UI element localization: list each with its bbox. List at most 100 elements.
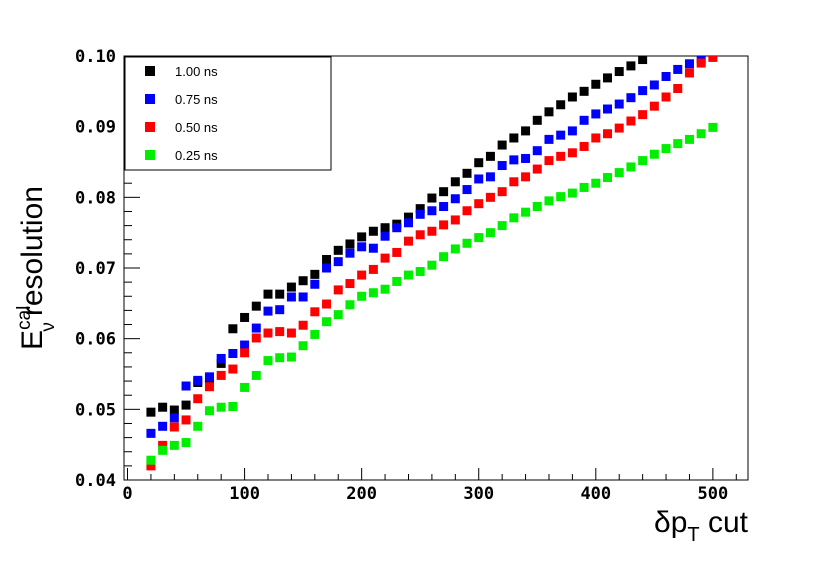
data-point [521, 207, 531, 217]
data-point [427, 260, 437, 270]
data-point [403, 212, 413, 222]
data-point [240, 312, 250, 322]
data-point [544, 156, 554, 166]
data-point [193, 394, 203, 404]
data-point [322, 263, 332, 273]
data-point [485, 151, 495, 161]
x-axis-title-main: δp [654, 506, 687, 539]
data-point [485, 228, 495, 238]
data-point [521, 172, 531, 182]
data-point [509, 213, 519, 223]
data-point [638, 56, 648, 65]
data-point [591, 79, 601, 89]
data-point [591, 109, 601, 119]
data-point [684, 134, 694, 144]
x-tick-label: 400 [580, 484, 611, 504]
data-point [567, 126, 577, 136]
data-point [228, 364, 238, 374]
data-point [626, 93, 636, 103]
data-point [649, 149, 659, 159]
data-point [474, 199, 484, 209]
data-point [380, 253, 390, 263]
x-tick-label: 100 [229, 484, 260, 504]
data-point [638, 156, 648, 166]
data-point [485, 172, 495, 182]
data-point [158, 445, 168, 455]
data-point [310, 329, 320, 339]
y-tick-label: 0.08 [75, 188, 116, 208]
data-point [216, 353, 226, 363]
data-point [579, 141, 589, 151]
data-point [322, 317, 332, 327]
data-point [603, 129, 613, 139]
legend-label: 0.50 ns [175, 120, 218, 135]
x-tick-label: 500 [698, 484, 729, 504]
data-point [544, 107, 554, 117]
data-point [181, 415, 191, 425]
data-point [169, 405, 179, 415]
data-point [158, 421, 168, 431]
data-point [403, 218, 413, 228]
data-point [556, 192, 566, 202]
data-point [626, 116, 636, 126]
data-point [345, 300, 355, 310]
data-point [204, 406, 214, 416]
y-tick-label: 0.06 [75, 330, 116, 350]
data-point [462, 185, 472, 195]
y-tick-label: 0.04 [75, 471, 116, 491]
data-point [333, 310, 343, 320]
data-point [439, 252, 449, 262]
data-point [298, 292, 308, 302]
data-point [357, 242, 367, 252]
x-axis-title-subscript: T [687, 524, 699, 546]
data-point [228, 402, 238, 412]
data-point [497, 161, 507, 171]
data-point [427, 193, 437, 203]
data-point [380, 223, 390, 233]
data-point [310, 269, 320, 279]
data-point [263, 306, 273, 316]
data-point [204, 372, 214, 382]
data-point [345, 248, 355, 258]
data-point [603, 73, 613, 83]
series-0-50-ns [146, 56, 718, 471]
data-point [322, 299, 332, 309]
data-point [626, 61, 636, 71]
data-point [251, 323, 261, 333]
data-point [497, 187, 507, 197]
data-point [614, 168, 624, 178]
series-0-25-ns [146, 122, 718, 465]
data-point [567, 188, 577, 198]
data-point [263, 289, 273, 299]
data-point [216, 402, 226, 412]
data-point [415, 209, 425, 219]
data-point [181, 400, 191, 410]
data-point [556, 130, 566, 140]
data-point [357, 291, 367, 301]
data-point [380, 231, 390, 241]
data-point [532, 202, 542, 212]
data-point [696, 129, 706, 139]
data-point [263, 356, 273, 366]
data-point [450, 177, 460, 187]
data-point [193, 421, 203, 431]
data-point [462, 168, 472, 178]
data-point [146, 455, 156, 465]
data-point [392, 223, 402, 233]
data-point [333, 285, 343, 295]
data-point [216, 358, 226, 368]
data-point [368, 226, 378, 236]
data-point [181, 381, 191, 391]
data-point [275, 289, 285, 299]
legend-label: 0.25 ns [175, 148, 218, 163]
data-point [579, 86, 589, 96]
series-0-75-ns [146, 56, 706, 438]
data-point [474, 158, 484, 168]
data-point [497, 221, 507, 231]
data-point [204, 382, 214, 392]
data-point [638, 110, 648, 120]
data-point [427, 206, 437, 216]
data-point [673, 139, 683, 149]
data-point [322, 255, 332, 265]
